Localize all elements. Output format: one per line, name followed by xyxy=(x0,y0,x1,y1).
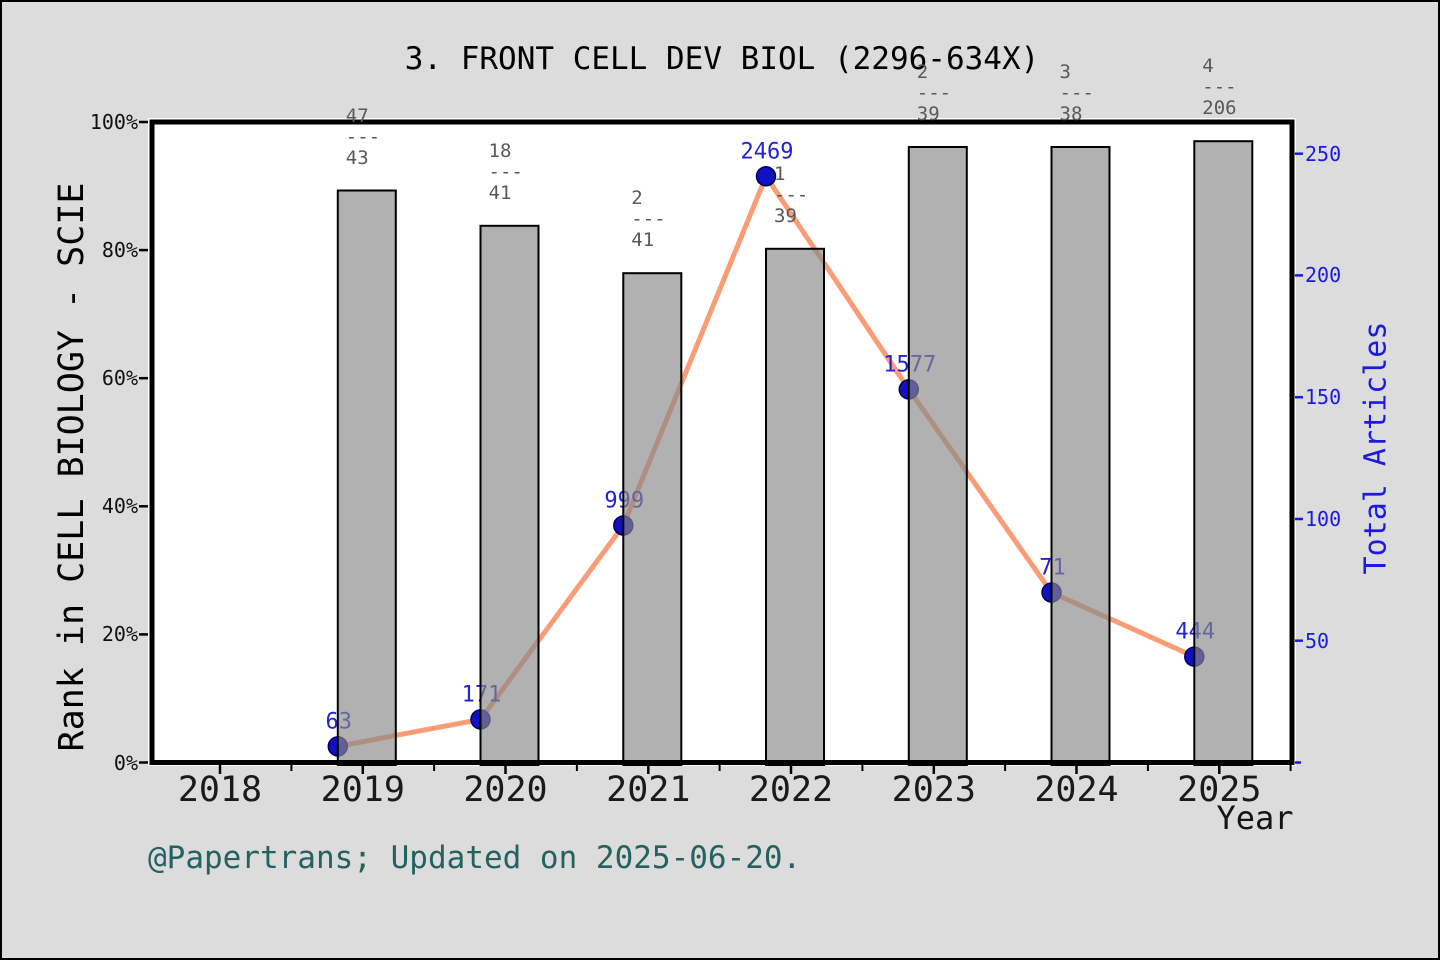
x-tick-label: 2023 xyxy=(891,770,976,810)
rank-bar-2020 xyxy=(479,224,540,767)
y-axis-label-right: Total Articles xyxy=(1358,321,1394,575)
rank-fraction-annotation-2020: 18 --- 41 xyxy=(488,139,523,204)
x-tick-label: 2019 xyxy=(320,770,405,810)
line-point-2022 xyxy=(755,166,777,187)
rank-fraction-annotation-2022: 1 --- 39 xyxy=(774,162,809,227)
rank-fraction-annotation-2019: 47 --- 43 xyxy=(345,104,381,169)
left-tick-label: 80% xyxy=(101,238,138,263)
left-tick-label: 40% xyxy=(101,494,138,519)
plot-area xyxy=(148,118,1296,766)
rank-bar-2022 xyxy=(765,247,825,767)
left-tick-label: 60% xyxy=(101,366,138,391)
left-tick-label: 20% xyxy=(101,622,138,647)
x-tick-label: 2020 xyxy=(463,770,548,810)
right-tick-label: 50 xyxy=(1305,628,1330,653)
rank-bar-2024 xyxy=(1050,146,1111,766)
left-tick-label: 0% xyxy=(113,750,138,775)
right-tick-label: 200 xyxy=(1305,263,1342,288)
point-value-label-2022: 2469 xyxy=(741,139,794,164)
chart-title: 3. FRONT CELL DEV BIOL (2296-634X) xyxy=(404,41,1040,77)
rank-bar-2025 xyxy=(1193,140,1254,766)
rank-fraction-annotation-2024: 3 --- 38 xyxy=(1059,61,1094,125)
x-tick-label: 2018 xyxy=(177,770,263,810)
rank-bar-2019 xyxy=(336,189,397,766)
right-tick-label: 100 xyxy=(1305,507,1342,531)
y-axis-label-left: Rank in CELL BIOLOGY - SCIE xyxy=(52,182,92,752)
left-tick-label: 100% xyxy=(89,110,138,134)
rank-fraction-annotation-2023: 2 --- 39 xyxy=(916,61,952,125)
x-tick-label: 2021 xyxy=(606,770,691,810)
right-tick-label: 250 xyxy=(1305,141,1342,166)
plot-frame xyxy=(149,119,1295,765)
rank-bar-2021 xyxy=(622,272,683,766)
x-tick-label: 2025 xyxy=(1177,770,1262,810)
x-tick-label: 2024 xyxy=(1034,770,1119,810)
right-tick-label: 150 xyxy=(1305,385,1342,410)
rank-bar-2023 xyxy=(907,146,968,766)
rank-fraction-annotation-2025: 4 --- 206 xyxy=(1202,55,1237,120)
x-tick-label: 2022 xyxy=(748,770,834,810)
rank-fraction-annotation-2021: 2 --- 41 xyxy=(631,187,666,252)
watermark-text: @Papertrans; Updated on 2025-06-20. xyxy=(148,840,802,876)
x-axis-label: Year xyxy=(1216,799,1294,837)
